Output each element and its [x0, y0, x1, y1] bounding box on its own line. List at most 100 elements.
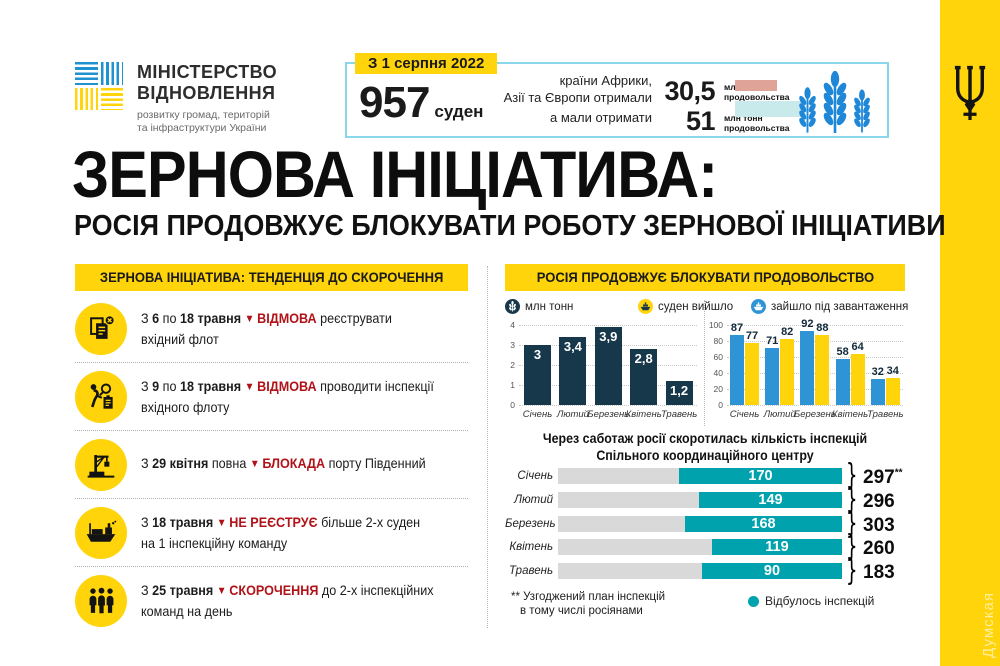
wheat-icon	[854, 89, 870, 133]
gridline	[727, 357, 903, 358]
timeline-item-text: З 18 травня ▼ НЕ РЕЄСТРУЄ більше 2-х суд…	[141, 513, 435, 553]
timeline-item: З 25 травня ▼ СКОРОЧЕННЯ до 2-х інспекці…	[75, 567, 468, 634]
left-panel-header: ЗЕРНОВА ІНІЦІАТИВА: ТЕНДЕНЦІЯ ДО СКОРОЧЕ…	[75, 264, 468, 291]
bar-value-label: 71	[766, 335, 779, 348]
text-segment: 25 травня	[152, 581, 217, 598]
gridline	[727, 389, 903, 390]
tonnage-bar: 3,9	[594, 327, 622, 405]
timeline-item: З 9 по 18 травня ▼ ВІДМОВА проводити інс…	[75, 363, 468, 431]
y-tick-label: 60	[713, 352, 723, 362]
inspections-done-value: 149	[758, 491, 783, 508]
inspections-month-label: Лютий	[514, 493, 553, 506]
inspections-plan-bar: 170	[558, 468, 842, 484]
gridline	[727, 341, 903, 342]
x-tick-label: Березень	[794, 409, 836, 420]
left-panel: ЗЕРНОВА ІНІЦІАТИВА: ТЕНДЕНЦІЯ ДО СКОРОЧЕ…	[75, 264, 468, 634]
inspections-plan-bar: 90	[558, 563, 842, 580]
y-tick-label: 40	[713, 368, 723, 378]
text-segment: З	[141, 309, 153, 326]
inspections-done-bar: 90	[702, 563, 842, 580]
timeline-item-text: З 25 травня ▼ СКОРОЧЕННЯ до 2-х інспекці…	[141, 581, 435, 621]
inspections-legend-label: Відбулось інспекцій	[765, 594, 875, 608]
inspections-plan-value: 303	[863, 514, 895, 536]
tonnage-bar: 3,4	[559, 337, 587, 405]
watermark-dumskaya: Думская	[980, 592, 997, 658]
inspection-icon	[75, 370, 127, 423]
text-segment: по	[159, 309, 180, 326]
inspections-done-bar: 170	[679, 468, 842, 484]
ships-bar	[765, 348, 780, 405]
text-segment: З	[141, 455, 153, 471]
port-crane-icon	[75, 438, 127, 491]
text-segment: З	[141, 513, 153, 530]
text-segment: НЕ РЕЄСТРУЄ	[229, 513, 318, 530]
bar-value-label: 3	[533, 347, 542, 362]
text-segment: ▼	[244, 312, 258, 325]
gridline	[727, 373, 903, 374]
received-label-line: Азії та Європи отримали	[503, 89, 652, 105]
ships-count-unit: суден	[434, 102, 484, 121]
footnote-line: ** Узгоджений план інспекцій	[511, 591, 666, 603]
page-title: ЗЕРНОВА ІНІЦІАТИВА:	[72, 137, 718, 211]
brace-glyph: }	[846, 458, 858, 493]
text-segment: З	[141, 581, 153, 598]
logo-square	[100, 87, 123, 110]
timeline-item-text: З 6 по 18 травня ▼ ВІДМОВА реєструвати в…	[141, 309, 435, 349]
footnote-marker: **	[894, 467, 903, 479]
x-tick-label: Лютий	[556, 409, 589, 420]
left-panel-header-text: ЗЕРНОВА ІНІЦІАТИВА: ТЕНДЕНЦІЯ ДО СКОРОЧЕ…	[99, 269, 444, 285]
x-tick-label: Травень	[660, 409, 698, 420]
panel-divider	[487, 266, 488, 628]
ministry-name-line: ВІДНОВЛЕННЯ	[137, 83, 276, 103]
ministry-tagline: та інфраструктури України	[137, 122, 267, 134]
yellow-side-band: Думская	[940, 0, 1000, 666]
bar-value-label: 2,8	[634, 351, 653, 366]
ministry-text: МІНІСТЕРСТВО ВІДНОВЛЕННЯ розвитку громад…	[137, 62, 277, 135]
documents-rejected-icon	[90, 314, 115, 339]
received-label-line: країни Африки,	[559, 73, 652, 88]
page-subtitle: РОСІЯ ПРОДОВЖУЄ БЛОКУВАТИ РОБОТУ ЗЕРНОВО…	[74, 210, 946, 242]
brace-glyph: }	[846, 505, 858, 541]
ship-icon	[86, 520, 117, 542]
x-tick-label: Травень	[867, 409, 904, 420]
inspections-plan-value: 260	[863, 538, 895, 560]
text-segment: 18 травня	[152, 513, 217, 530]
inspections-chart-title: Через саботаж росії скоротилась кількіст…	[542, 431, 868, 463]
logo-square	[75, 87, 98, 110]
inspections-done-value: 90	[763, 563, 781, 580]
timeline-items: З 6 по 18 травня ▼ ВІДМОВА реєструвати в…	[75, 295, 468, 634]
timeline-item: З 29 квітня повна ▼ БЛОКАДА порту Півден…	[75, 431, 468, 499]
inspections-done-bar: 168	[685, 515, 842, 532]
timeline-item: З 18 травня ▼ НЕ РЕЄСТРУЄ більше 2-х суд…	[75, 499, 468, 567]
summary-stat-box: З 1 серпня 2022 957 суден країни Африки, …	[345, 53, 889, 138]
gridline	[519, 405, 697, 406]
text-segment: ▼	[216, 584, 230, 597]
logo-grid-icon	[75, 62, 123, 110]
y-tick-label: 100	[708, 320, 723, 330]
ministry-name-line: МІНІСТЕРСТВО	[137, 62, 278, 82]
text-segment: по	[159, 377, 180, 394]
text-segment: проводити інспекції вхідного флоту	[141, 377, 434, 415]
brace-glyph: }	[846, 553, 858, 589]
y-tick-label: 0	[510, 400, 515, 410]
ships-bar	[800, 331, 815, 405]
inspections-month-label: Березень	[505, 517, 556, 530]
inspections-done-value: 168	[751, 515, 776, 532]
legend-item: зайшло під завантаження	[751, 299, 908, 314]
unit-line: продовольства	[724, 91, 790, 102]
inspections-month-label: Квітень	[509, 541, 553, 554]
bar-value-label: 92	[801, 318, 814, 331]
ships-bar	[850, 353, 865, 405]
text-segment: ▼	[216, 516, 230, 529]
documents-rejected-icon	[75, 302, 127, 355]
date-badge: З 1 серпня 2022	[355, 53, 498, 74]
bar-value-label: 3,4	[563, 339, 582, 354]
timeline-item-text: З 9 по 18 травня ▼ ВІДМОВА проводити інс…	[141, 377, 435, 417]
inspections-month-label: Травень	[509, 565, 553, 578]
legend-label: суден вийшло	[658, 300, 734, 313]
ships-bar	[780, 339, 795, 405]
inspections-plan-value: 296	[863, 490, 895, 512]
x-tick-label: Січень	[729, 409, 760, 420]
bar-value-label: 1,2	[670, 383, 689, 398]
